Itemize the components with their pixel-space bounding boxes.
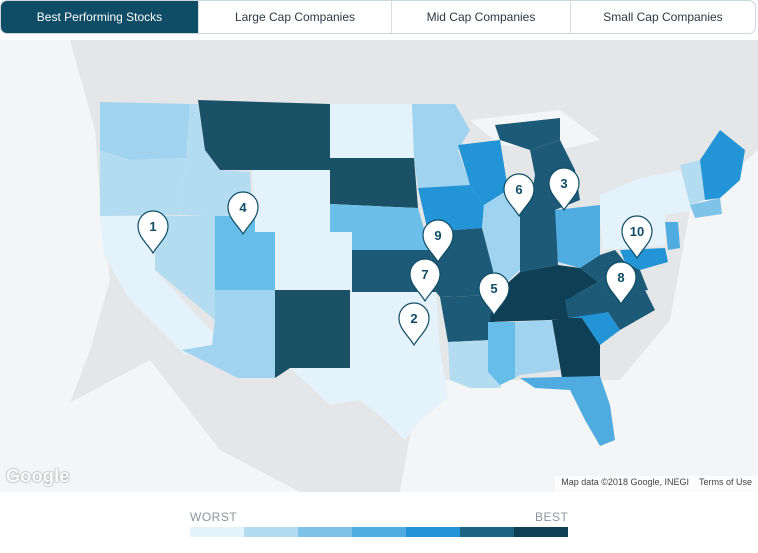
state-south-carolina — [568, 312, 620, 345]
legend-color-scale — [190, 527, 568, 537]
pin-2[interactable]: 2 — [398, 302, 430, 347]
legend-swatch-1 — [190, 527, 244, 537]
legend-swatch-7 — [514, 527, 568, 537]
state-north-dakota — [330, 104, 414, 158]
state-maine — [700, 130, 745, 200]
state-idaho — [180, 104, 252, 218]
state-south-dakota — [330, 158, 418, 208]
terms-of-use-link[interactable]: Terms of Use — [698, 477, 752, 487]
pin-3[interactable]: 3 — [548, 167, 580, 212]
state-vermont-nh — [680, 160, 705, 205]
state-alabama — [515, 320, 560, 378]
state-florida — [520, 376, 615, 446]
state-ohio — [555, 205, 600, 268]
state-indiana — [520, 198, 558, 272]
pin-6[interactable]: 6 — [503, 173, 535, 218]
state-texas — [290, 300, 448, 440]
map-attribution: Map data ©2018 Google, INEGI Terms of Us… — [555, 476, 758, 492]
svg-text:8: 8 — [617, 270, 624, 285]
map-canvas: 1 2 3 4 5 6 7 8 — [0, 40, 758, 492]
state-colorado — [275, 232, 352, 290]
state-california — [100, 216, 215, 355]
pin-1[interactable]: 1 — [137, 210, 169, 255]
state-washington — [100, 102, 190, 160]
svg-text:6: 6 — [515, 182, 522, 197]
pin-7[interactable]: 7 — [409, 258, 441, 303]
svg-text:3: 3 — [560, 176, 567, 191]
state-nebraska — [330, 204, 430, 250]
legend-worst-label: WORST — [190, 510, 238, 524]
state-new-york — [600, 170, 695, 220]
state-michigan-upper — [495, 118, 560, 150]
state-new-jersey — [665, 222, 680, 250]
pin-10[interactable]: 10 — [621, 215, 653, 260]
state-oregon — [100, 150, 186, 216]
tab-mid-cap-companies[interactable]: Mid Cap Companies — [391, 1, 570, 33]
state-nevada — [155, 216, 215, 320]
svg-text:4: 4 — [239, 200, 247, 215]
legend-swatch-6 — [460, 527, 514, 537]
state-north-carolina — [565, 290, 655, 330]
pacific-ocean-south — [0, 360, 300, 492]
tab-large-cap-companies[interactable]: Large Cap Companies — [198, 1, 391, 33]
choropleth-map[interactable]: 1 2 3 4 5 6 7 8 — [0, 40, 758, 492]
legend-swatch-3 — [298, 527, 352, 537]
legend-best-label: BEST — [535, 510, 569, 524]
pin-9[interactable]: 9 — [422, 219, 454, 264]
atlantic-ocean — [620, 150, 758, 492]
state-louisiana — [448, 340, 505, 388]
tab-bar: Best Performing Stocks Large Cap Compani… — [0, 0, 756, 34]
svg-text:7: 7 — [421, 267, 428, 282]
gulf-of-mexico — [400, 380, 620, 492]
state-arizona — [182, 290, 275, 378]
state-new-mexico — [275, 290, 350, 378]
legend-swatch-5 — [406, 527, 460, 537]
state-maryland — [620, 248, 668, 270]
state-kentucky — [500, 265, 598, 300]
svg-text:1: 1 — [149, 219, 156, 234]
pacific-ocean — [0, 40, 110, 440]
state-montana — [198, 100, 330, 170]
map-data-credit: Map data ©2018 Google, INEGI — [561, 477, 689, 487]
state-wyoming — [252, 170, 330, 232]
state-utah — [215, 216, 275, 290]
state-wisconsin — [458, 140, 508, 205]
tab-best-performing-stocks[interactable]: Best Performing Stocks — [1, 1, 198, 33]
state-illinois — [482, 190, 520, 290]
pin-5[interactable]: 5 — [478, 272, 510, 317]
state-mississippi — [488, 322, 515, 385]
state-massachusetts — [690, 198, 722, 218]
legend-swatch-4 — [352, 527, 406, 537]
state-minnesota — [412, 104, 470, 188]
google-logo: Google — [6, 466, 70, 486]
state-arkansas — [440, 295, 498, 342]
svg-text:9: 9 — [434, 228, 441, 243]
legend-swatch-2 — [244, 527, 298, 537]
svg-text:5: 5 — [490, 281, 497, 296]
pin-4[interactable]: 4 — [227, 191, 259, 236]
svg-text:10: 10 — [630, 224, 644, 239]
tab-small-cap-companies[interactable]: Small Cap Companies — [570, 1, 755, 33]
state-west-virginia — [580, 250, 625, 282]
svg-text:2: 2 — [410, 311, 417, 326]
pin-8[interactable]: 8 — [605, 261, 637, 306]
state-georgia — [552, 318, 600, 378]
